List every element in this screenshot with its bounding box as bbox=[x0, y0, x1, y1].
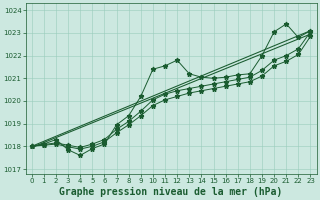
X-axis label: Graphe pression niveau de la mer (hPa): Graphe pression niveau de la mer (hPa) bbox=[60, 186, 283, 197]
